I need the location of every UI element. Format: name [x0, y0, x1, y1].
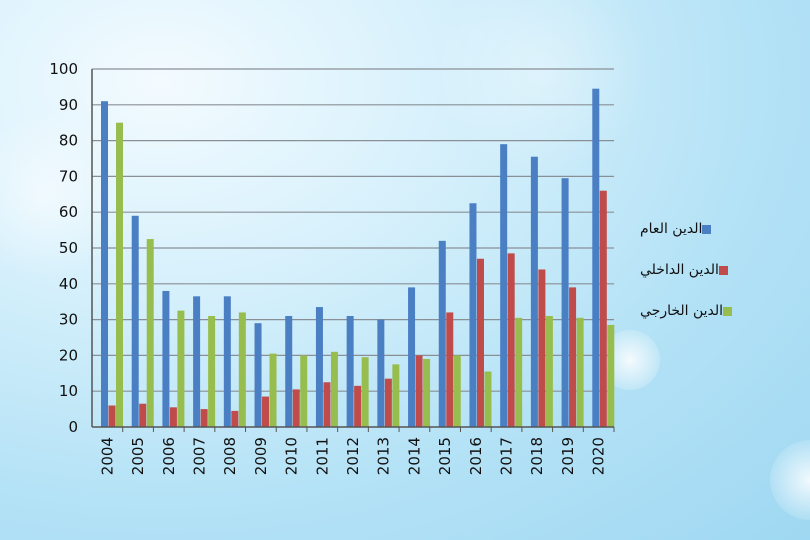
bar — [231, 410, 239, 427]
legend-swatch — [723, 306, 733, 316]
bar — [285, 316, 293, 427]
bar — [238, 312, 246, 427]
bar — [208, 316, 216, 427]
x-tick-label: 2009 — [252, 437, 270, 475]
bar — [116, 122, 123, 427]
bar — [415, 355, 423, 427]
bar — [162, 290, 170, 427]
bar — [139, 403, 147, 427]
bar — [599, 190, 607, 427]
bar — [193, 296, 201, 427]
legend: الدين العام الدين الداخلي الدين الخارجي — [640, 218, 790, 341]
legend-item: الدين الخارجي — [640, 300, 790, 322]
y-tick-label: 100 — [49, 60, 78, 78]
x-tick-label: 2008 — [221, 437, 239, 475]
bar — [200, 409, 208, 427]
bar — [408, 287, 416, 427]
bar — [292, 389, 300, 427]
y-tick-label: 80 — [59, 132, 78, 150]
bar — [569, 287, 577, 427]
bar — [530, 156, 538, 427]
bar — [146, 239, 154, 427]
bars — [101, 88, 615, 427]
y-tick-label: 0 — [68, 418, 78, 436]
y-tick-label: 60 — [59, 203, 78, 221]
bar — [469, 203, 477, 427]
bar — [269, 353, 277, 427]
bar — [538, 269, 546, 427]
bar — [377, 319, 385, 427]
x-tick-label: 2004 — [98, 437, 116, 475]
bar — [446, 312, 454, 427]
bar — [169, 407, 177, 427]
bar — [254, 323, 262, 427]
bar — [346, 316, 354, 427]
x-tick-label: 2019 — [559, 437, 577, 475]
bar — [592, 88, 600, 427]
bar — [177, 310, 185, 427]
legend-label: الدين العام — [640, 221, 703, 237]
y-tick-label: 90 — [59, 96, 78, 114]
bar — [315, 307, 323, 427]
bar — [392, 364, 400, 427]
bar — [300, 355, 308, 427]
bar — [438, 240, 446, 427]
bar — [330, 351, 338, 427]
legend-label: الدين الداخلي — [640, 262, 719, 278]
bar — [361, 357, 369, 427]
legend-item: الدين الداخلي — [640, 259, 790, 281]
y-tick-label: 40 — [59, 275, 78, 293]
y-axis-tick-labels: 0 10 20 30 40 50 60 70 80 90 100 — [49, 60, 78, 436]
x-tick-label: 2007 — [190, 437, 208, 475]
x-tick-label: 2010 — [283, 437, 301, 475]
legend-item: الدين العام — [640, 218, 790, 240]
x-tick-label: 2018 — [528, 437, 546, 475]
bar — [262, 396, 270, 427]
legend-swatch — [702, 224, 712, 234]
x-axis-tick-labels: 2004 2005 2006 2007 2008 2009 2010 2011 2012 2013… — [98, 437, 607, 475]
bar — [423, 358, 431, 427]
bar — [545, 316, 553, 427]
x-tick-label: 2017 — [498, 437, 516, 475]
bar — [561, 178, 569, 427]
x-tick-label: 2020 — [590, 437, 608, 475]
bar — [576, 317, 584, 427]
x-tick-label: 2006 — [160, 437, 178, 475]
bar — [101, 101, 108, 427]
legend-label: الدين الخارجي — [640, 303, 724, 319]
bar — [354, 385, 362, 427]
bar — [500, 144, 508, 427]
bar — [476, 258, 484, 427]
bar — [507, 253, 515, 427]
bar — [484, 371, 492, 427]
x-tick-label: 2012 — [344, 437, 362, 475]
x-tick-label: 2013 — [375, 437, 393, 475]
legend-swatch — [718, 265, 728, 275]
y-tick-label: 20 — [59, 346, 78, 364]
bar — [323, 382, 331, 427]
y-tick-label: 70 — [59, 167, 78, 185]
bar — [515, 317, 523, 427]
bar — [131, 215, 139, 427]
axes — [91, 69, 615, 432]
y-tick-label: 30 — [59, 311, 78, 329]
x-tick-label: 2016 — [467, 437, 485, 475]
x-tick-label: 2005 — [129, 437, 147, 475]
x-tick-label: 2015 — [436, 437, 454, 475]
bar — [223, 296, 231, 427]
x-tick-label: 2011 — [313, 437, 331, 475]
y-tick-label: 50 — [59, 239, 78, 257]
x-tick-label: 2014 — [405, 437, 423, 475]
bar — [384, 378, 392, 427]
bar — [453, 355, 461, 427]
bar — [607, 324, 615, 427]
bar — [108, 405, 116, 427]
y-tick-label: 10 — [59, 382, 78, 400]
